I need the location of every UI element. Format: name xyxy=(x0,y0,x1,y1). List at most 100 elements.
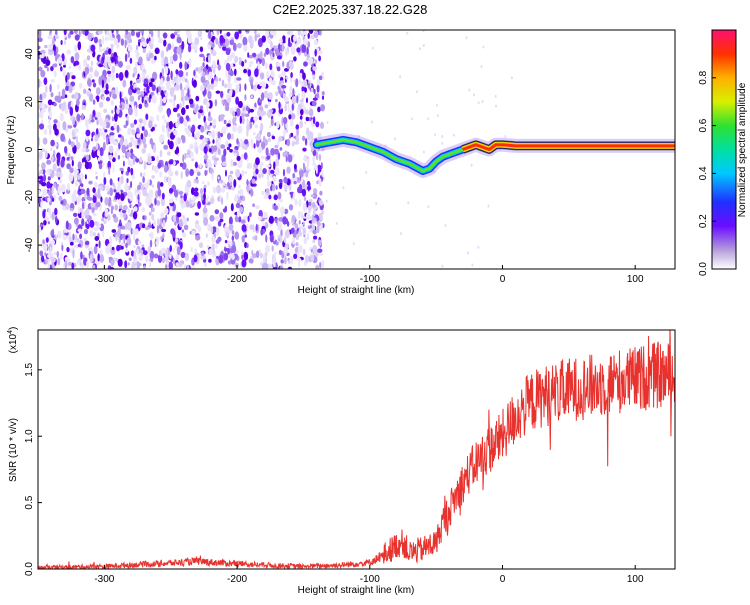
noise-speck xyxy=(302,248,306,256)
noise-speck xyxy=(270,41,273,49)
noise-speck xyxy=(270,169,275,175)
noise-speck xyxy=(44,260,48,264)
noise-speck xyxy=(65,220,69,230)
noise-speck xyxy=(168,176,171,183)
noise-speck xyxy=(49,83,52,93)
noise-speck xyxy=(92,264,96,269)
noise-speck xyxy=(308,168,311,172)
noise-speck xyxy=(285,129,289,133)
noise-speck xyxy=(237,162,243,169)
noise-speck xyxy=(283,38,286,43)
noise-speck xyxy=(281,85,287,89)
noise-speck xyxy=(302,221,305,226)
noise-speck xyxy=(285,76,289,80)
noise-speck xyxy=(257,146,263,154)
noise-speck xyxy=(77,237,80,243)
noise-speck xyxy=(256,109,262,117)
noise-speck xyxy=(50,79,55,83)
noise-speck xyxy=(107,160,111,170)
noise-speck xyxy=(252,253,257,259)
noise-speck xyxy=(265,234,268,243)
noise-speck xyxy=(427,117,430,121)
noise-speck xyxy=(138,56,143,65)
noise-speck xyxy=(88,247,91,251)
noise-speck xyxy=(231,186,235,191)
noise-speck xyxy=(309,108,314,117)
noise-speck xyxy=(261,57,265,67)
noise-speck xyxy=(129,80,133,85)
noise-speck xyxy=(227,132,231,140)
noise-speck xyxy=(295,78,299,88)
noise-speck xyxy=(283,116,288,125)
noise-speck xyxy=(111,246,115,251)
noise-speck xyxy=(211,118,217,126)
noise-speck xyxy=(289,255,294,265)
noise-speck xyxy=(92,99,96,105)
noise-speck xyxy=(235,169,241,178)
noise-speck xyxy=(207,90,212,100)
noise-speck xyxy=(127,52,130,58)
noise-speck xyxy=(71,159,74,167)
noise-speck xyxy=(246,223,249,232)
noise-speck xyxy=(77,161,82,171)
noise-speck xyxy=(219,114,225,118)
noise-speck xyxy=(316,225,320,234)
noise-speck xyxy=(51,239,55,245)
noise-speck xyxy=(288,114,292,120)
noise-speck xyxy=(65,85,70,91)
noise-speck xyxy=(64,39,67,46)
noise-speck xyxy=(63,64,66,68)
noise-speck xyxy=(160,50,165,59)
noise-speck xyxy=(105,96,111,102)
noise-speck xyxy=(45,59,51,66)
noise-speck xyxy=(47,176,51,181)
spectrogram-y-ticks: -40 -20 0 20 40 xyxy=(24,48,42,252)
noise-speck xyxy=(297,250,300,260)
noise-speck xyxy=(169,55,173,65)
noise-speck xyxy=(308,215,313,220)
noise-speck xyxy=(96,96,100,103)
noise-speck xyxy=(286,166,291,174)
noise-speck xyxy=(61,244,64,252)
noise-speck xyxy=(243,44,248,52)
noise-speck xyxy=(292,237,296,245)
noise-speck xyxy=(273,108,276,113)
noise-speck xyxy=(325,199,328,203)
noise-speck xyxy=(477,245,480,249)
colorbar-tick-label: 0.4 xyxy=(698,166,709,180)
noise-speck xyxy=(74,179,79,187)
noise-speck xyxy=(254,30,257,35)
noise-speck xyxy=(136,31,141,38)
noise-speck xyxy=(267,263,273,269)
noise-speck xyxy=(133,233,136,241)
noise-speck xyxy=(117,258,123,267)
noise-speck xyxy=(169,245,172,252)
noise-speck xyxy=(128,107,133,116)
noise-speck xyxy=(295,124,300,130)
noise-speck xyxy=(266,180,272,187)
snr-y-tick-label: 0.0 xyxy=(24,562,35,576)
noise-speck xyxy=(254,124,259,129)
noise-speck xyxy=(197,171,201,176)
noise-speck xyxy=(74,91,79,101)
noise-speck xyxy=(399,75,402,79)
noise-speck xyxy=(221,197,224,205)
noise-speck xyxy=(271,245,274,252)
noise-speck xyxy=(296,127,300,137)
noise-speck xyxy=(160,197,166,207)
noise-speck xyxy=(94,221,99,226)
noise-speck xyxy=(51,37,55,47)
noise-speck xyxy=(70,81,76,87)
noise-speck xyxy=(303,38,308,46)
noise-speck xyxy=(259,252,263,259)
noise-speck xyxy=(128,257,132,261)
noise-speck xyxy=(176,246,181,256)
noise-speck xyxy=(293,56,297,62)
noise-speck xyxy=(321,95,325,100)
noise-speck xyxy=(110,73,115,82)
noise-speck xyxy=(293,180,297,185)
noise-speck xyxy=(315,221,318,225)
noise-speck xyxy=(91,79,95,83)
noise-speck xyxy=(142,250,148,256)
noise-speck xyxy=(183,193,187,202)
